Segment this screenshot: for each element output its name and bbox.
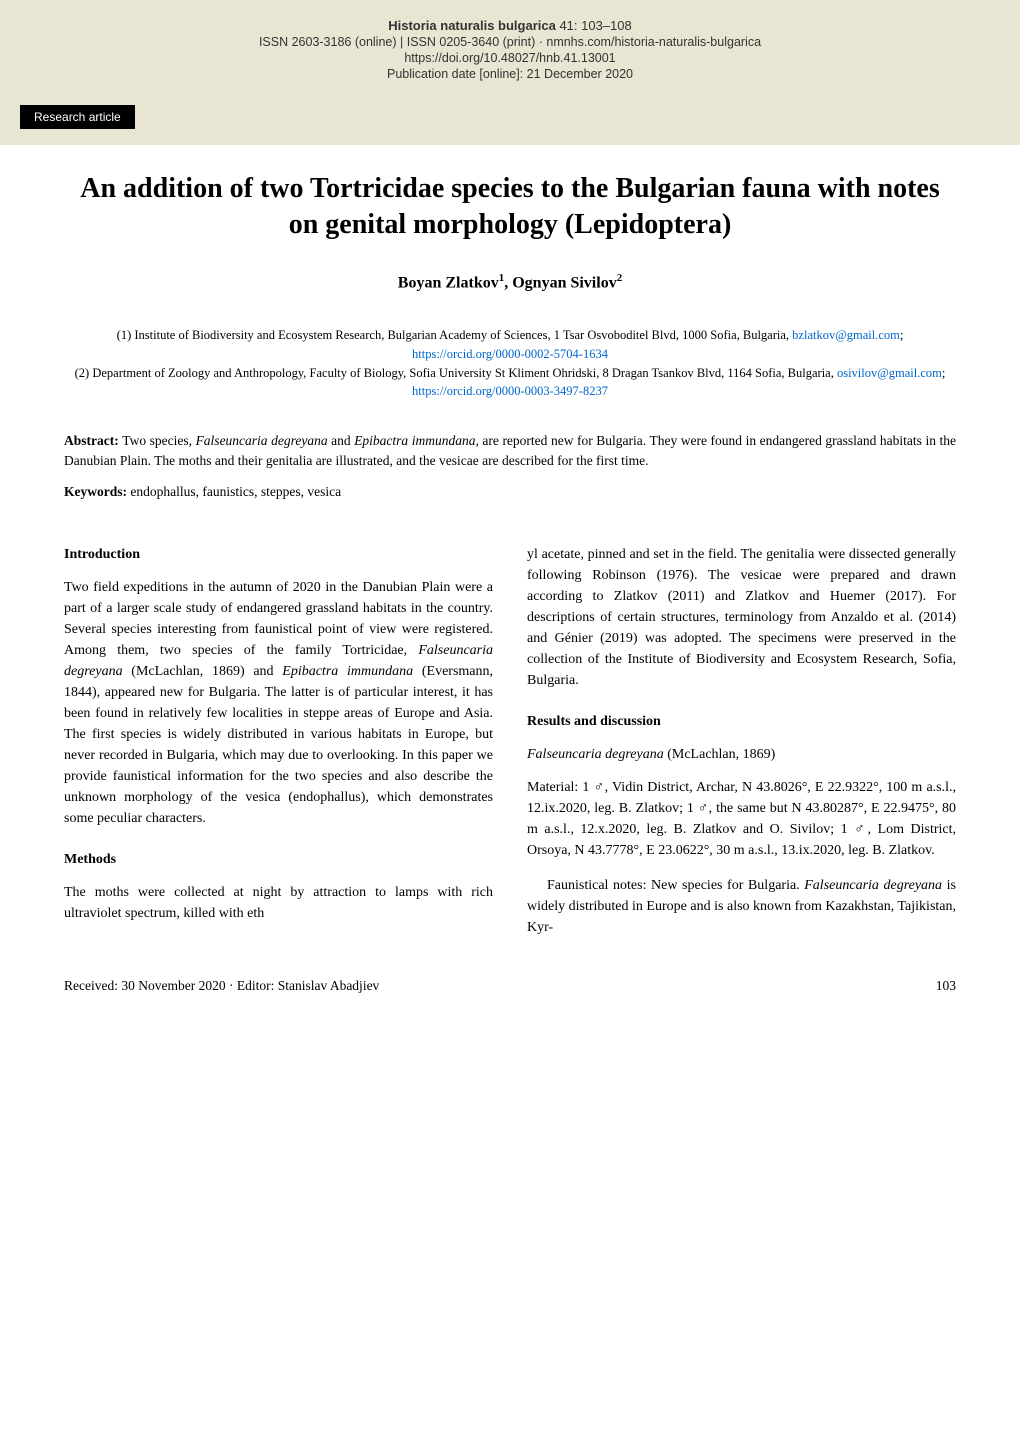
aff1-text: (1) Institute of Biodiversity and Ecosys… xyxy=(117,328,793,342)
affiliations: (1) Institute of Biodiversity and Ecosys… xyxy=(64,326,956,401)
abstract-sp1: Falseuncaria degreyana xyxy=(196,433,328,448)
right-column: yl acetate, pinned and set in the field.… xyxy=(527,544,956,952)
species-1-heading: Falseuncaria degreyana (McLachlan, 1869) xyxy=(527,744,956,765)
intro-text-b: (McLachlan, 1869) and xyxy=(123,664,283,679)
author-2-name: Ognyan Sivilov xyxy=(512,274,616,291)
keywords-label: Keywords: xyxy=(64,484,130,499)
aff1-orcid-link[interactable]: https://orcid.org/0000-0002-5704-1634 xyxy=(412,347,608,361)
intro-paragraph: Two field expeditions in the autumn of 2… xyxy=(64,577,493,829)
doi-line: https://doi.org/10.48027/hnb.41.13001 xyxy=(20,51,1000,65)
species-1-name: Falseuncaria degreyana xyxy=(527,747,664,762)
aff1-email-link[interactable]: bzlatkov@gmail.com xyxy=(792,328,900,342)
methods-heading: Methods xyxy=(64,849,493,870)
species-1-auth: (McLachlan, 1869) xyxy=(664,747,776,762)
article-title: An addition of two Tortricidae species t… xyxy=(64,171,956,244)
left-column: Introduction Two field expeditions in th… xyxy=(64,544,493,952)
affiliation-1: (1) Institute of Biodiversity and Ecosys… xyxy=(64,326,956,364)
article-type-badge: Research article xyxy=(20,105,135,129)
article-body: An addition of two Tortricidae species t… xyxy=(0,145,1020,1034)
journal-header: Historia naturalis bulgarica 41: 103–108… xyxy=(0,0,1020,97)
introduction-heading: Introduction xyxy=(64,544,493,565)
authors: Boyan Zlatkov1, Ognyan Sivilov2 xyxy=(64,272,956,292)
methods-paragraph-left: The moths were collected at night by att… xyxy=(64,882,493,924)
abstract-pre: Two species, xyxy=(122,433,195,448)
pubdate-line: Publication date [online]: 21 December 2… xyxy=(20,67,1000,81)
aff1-sep: ; xyxy=(900,328,903,342)
journal-name: Historia naturalis bulgarica xyxy=(388,18,556,33)
badge-row: Research article xyxy=(0,97,1020,145)
abstract-label: Abstract: xyxy=(64,433,122,448)
intro-text-c: (Eversmann, 1844), appeared new for Bulg… xyxy=(64,664,493,826)
faun-species: Falseuncaria degreyana xyxy=(804,878,942,893)
abstract-mid1: and xyxy=(328,433,355,448)
aff2-text: (2) Department of Zoology and Anthropolo… xyxy=(75,366,837,380)
author-1-name: Boyan Zlatkov xyxy=(398,274,499,291)
abstract: Abstract: Two species, Falseuncaria degr… xyxy=(64,431,956,470)
abstract-sp2: Epibactra immundana, xyxy=(354,433,479,448)
aff2-sep: ; xyxy=(942,366,945,380)
material-paragraph: Material: 1 ♂, Vidin District, Archar, N… xyxy=(527,777,956,861)
intro-sp2: Epibactra immundana xyxy=(282,664,413,679)
keywords: Keywords: endophallus, faunistics, stepp… xyxy=(64,484,956,500)
results-heading: Results and discussion xyxy=(527,711,956,732)
volume-pages: 41: 103–108 xyxy=(556,18,632,33)
affiliation-2: (2) Department of Zoology and Anthropolo… xyxy=(64,364,956,402)
methods-paragraph-right: yl acetate, pinned and set in the field.… xyxy=(527,544,956,691)
footer: Received: 30 November 2020 · Editor: Sta… xyxy=(64,978,956,994)
journal-line: Historia naturalis bulgarica 41: 103–108 xyxy=(20,18,1000,33)
aff2-email-link[interactable]: osivilov@gmail.com xyxy=(837,366,942,380)
faun-pre: Faunistical notes: New species for Bulga… xyxy=(547,878,804,893)
aff2-orcid-link[interactable]: https://orcid.org/0000-0003-3497-8237 xyxy=(412,384,608,398)
keywords-text: endophallus, faunistics, steppes, vesica xyxy=(130,484,341,499)
received-editor: Received: 30 November 2020 · Editor: Sta… xyxy=(64,978,379,994)
page-number: 103 xyxy=(936,978,956,994)
faunistical-paragraph: Faunistical notes: New species for Bulga… xyxy=(527,875,956,938)
author-2-sup: 2 xyxy=(617,272,623,284)
two-column-layout: Introduction Two field expeditions in th… xyxy=(64,544,956,952)
issn-line: ISSN 2603-3186 (online) | ISSN 0205-3640… xyxy=(20,35,1000,49)
